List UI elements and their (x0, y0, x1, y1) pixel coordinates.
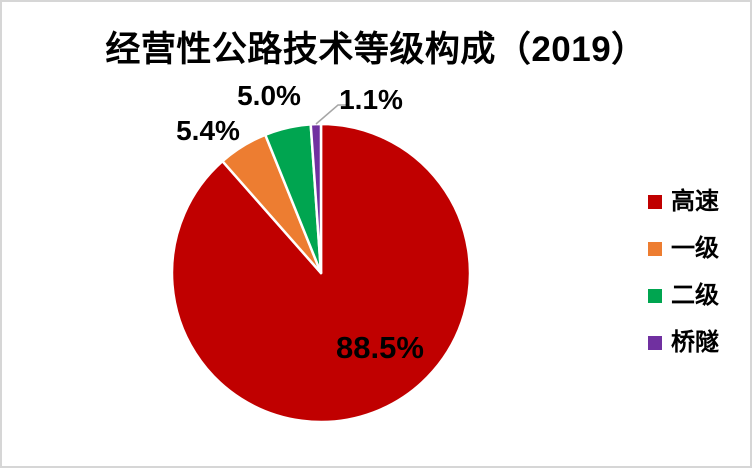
data-label-erji: 5.0% (237, 80, 301, 111)
pie-slice-桥隧 (309, 122, 323, 275)
legend-swatch-yiji-icon (648, 241, 662, 256)
legend-item-yiji: 一级 (648, 235, 719, 262)
legend: 高速 一级 二级 桥隧 (648, 188, 719, 356)
legend-swatch-qiaosui-icon (648, 335, 662, 350)
pie-slices (170, 122, 472, 424)
legend-swatch-gaosu-icon (648, 194, 662, 209)
legend-swatch-erji-icon (648, 288, 662, 303)
leader-line (315, 104, 347, 125)
legend-item-erji: 二级 (648, 282, 719, 309)
chart-title: 经营性公路技术等级构成（2019） (105, 30, 647, 69)
legend-label-gaosu: 高速 (671, 188, 719, 215)
legend-label-yiji: 一级 (671, 235, 719, 262)
legend-label-qiaosui: 桥隧 (671, 329, 719, 356)
legend-label-erji: 二级 (671, 282, 719, 309)
data-label-yiji: 5.4% (176, 115, 240, 146)
legend-item-qiaosui: 桥隧 (648, 329, 719, 356)
data-label-gaosu: 88.5% (336, 330, 424, 365)
data-label-qiaosui: 1.1% (339, 84, 403, 115)
legend-item-gaosu: 高速 (648, 188, 719, 215)
